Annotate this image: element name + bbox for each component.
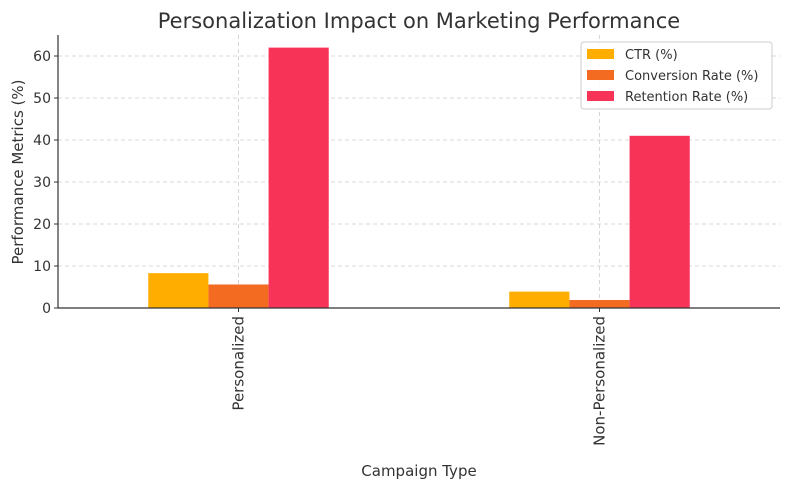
y-tick-label: 60: [33, 49, 51, 65]
y-tick-label: 0: [42, 301, 51, 317]
x-tick-label: Non-Personalized: [591, 316, 609, 446]
y-axis-label: Performance Metrics (%): [9, 80, 27, 265]
y-tick-label: 20: [33, 217, 51, 233]
bar-0-1: [509, 291, 570, 308]
bar-2-0: [268, 47, 329, 308]
chart-title: Personalization Impact on Marketing Perf…: [158, 9, 680, 33]
y-tick-label: 30: [33, 175, 51, 191]
x-tick-label: Personalized: [230, 316, 248, 411]
y-tick-label: 50: [33, 91, 51, 107]
legend-swatch: [587, 91, 614, 101]
legend-swatch: [587, 70, 614, 80]
bar-0-0: [148, 273, 209, 308]
legend-box: [580, 41, 773, 110]
bar-1-0: [208, 284, 269, 308]
legend-label: CTR (%): [625, 48, 678, 63]
y-tick-label: 40: [33, 133, 51, 149]
legend-label: Conversion Rate (%): [625, 69, 758, 84]
y-tick-label: 10: [33, 259, 51, 275]
x-axis-label: Campaign Type: [361, 462, 476, 480]
bar-2-1: [629, 135, 690, 308]
bar-1-1: [569, 300, 630, 308]
legend-swatch: [587, 49, 614, 59]
legend-label: Retention Rate (%): [625, 90, 748, 105]
